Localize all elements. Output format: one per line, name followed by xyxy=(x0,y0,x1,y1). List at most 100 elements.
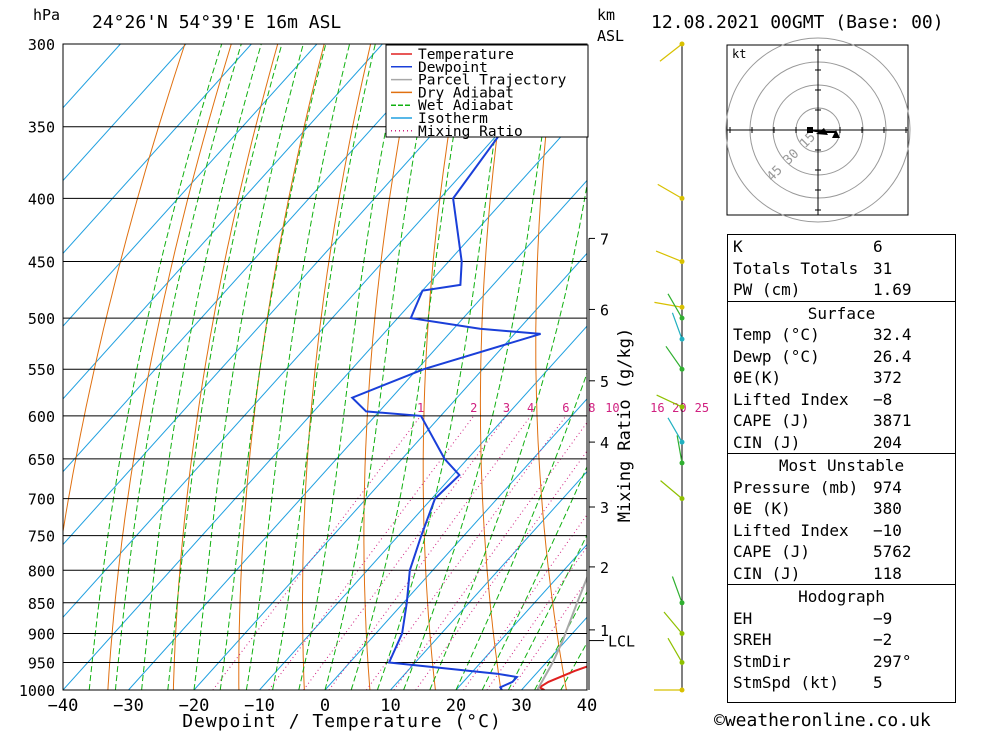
pressure-tick-label: 600 xyxy=(28,408,55,426)
legend-label: Wet Adiabat xyxy=(418,98,514,114)
row-value: 32.4 xyxy=(873,325,912,344)
wind-barb-green xyxy=(676,435,683,464)
mixing-ratio-line xyxy=(212,415,422,690)
asl-label: ASL xyxy=(597,27,625,45)
row-value: −10 xyxy=(873,520,902,540)
pressure-tick-label: 650 xyxy=(28,451,55,469)
wet-adiabat-line xyxy=(219,44,327,690)
wet-adiabat-line xyxy=(376,44,510,690)
wind-barb-point xyxy=(679,315,685,321)
wet-adiabat-line xyxy=(324,44,435,690)
row-value: −2 xyxy=(873,630,893,649)
isotherm-line xyxy=(193,252,587,690)
section-divider xyxy=(728,300,955,302)
isotherm-line xyxy=(63,44,318,327)
legend-label: Temperature xyxy=(418,47,514,63)
x-axis-title: Dewpoint / Temperature (°C) xyxy=(182,711,502,732)
row-label: CIN (J) xyxy=(733,563,801,583)
wet-adiabat-line xyxy=(114,44,242,690)
km-label: km xyxy=(597,6,616,24)
temperature-tick-label: 20 xyxy=(446,696,466,716)
row-value: 380 xyxy=(873,499,902,518)
wind-barb-point xyxy=(679,259,685,265)
row-label: K xyxy=(733,237,743,256)
table-row: CAPE (J) 3871 xyxy=(728,409,955,430)
wind-barb-point xyxy=(679,439,685,445)
isotherm-line xyxy=(128,179,587,690)
wind-barb-point xyxy=(679,687,685,693)
km-tick-label: 2 xyxy=(600,559,609,577)
row-label: StmSpd (kt) xyxy=(733,673,839,692)
wind-barb-lime xyxy=(660,480,683,500)
temperature-tick-label: 10 xyxy=(380,696,400,716)
temperature-tick-label: 40 xyxy=(577,696,597,716)
wet-adiabat-line xyxy=(88,44,223,690)
km-tick-label: 7 xyxy=(600,230,609,248)
isobars xyxy=(63,43,587,691)
row-label: CAPE (J) xyxy=(733,411,811,430)
pressure-tick-label: 450 xyxy=(28,254,55,272)
hodograph-point xyxy=(832,130,840,138)
wind-barb-point xyxy=(679,41,685,47)
pressure-tick-label: 950 xyxy=(28,654,55,672)
wind-barb-yellow xyxy=(659,43,683,62)
wind-barb-green xyxy=(671,576,683,604)
legend-label: Isotherm xyxy=(418,111,488,127)
table-row: Lifted Index −10 xyxy=(728,519,955,540)
datetime-title: 12.08.2021 00GMT (Base: 00) xyxy=(651,12,944,33)
wet-adiabat-line xyxy=(507,533,587,690)
parcel-trajectory-line xyxy=(536,575,587,690)
wet-adiabat-line xyxy=(272,44,376,690)
legend-label: Dry Adiabat xyxy=(418,85,514,101)
table-row: StmDir 297° xyxy=(728,650,955,671)
row-label: Lifted Index xyxy=(733,520,849,540)
row-value: 5 xyxy=(873,673,883,692)
wet-adiabat-line xyxy=(481,465,587,690)
table-row: CIN (J) 204 xyxy=(728,431,955,452)
mixing-ratio-tick-label: 8 xyxy=(588,401,595,415)
isotherm-line xyxy=(324,398,587,690)
temperature-tick-label: 30 xyxy=(511,696,531,716)
wet-adiabat-line xyxy=(455,371,587,690)
wind-barb-point xyxy=(679,659,685,665)
pressure-tick-label: 400 xyxy=(28,190,55,208)
isotherm-line xyxy=(259,325,587,690)
mixing-ratio-tick-label: 6 xyxy=(562,401,569,415)
table-row: SREH −2 xyxy=(728,628,955,649)
table-row: StmSpd (kt) 5 xyxy=(728,671,955,692)
km-tick-label: 1 xyxy=(600,622,609,640)
wind-barb-point xyxy=(679,304,685,310)
sounding-series xyxy=(350,44,587,690)
mixing-ratio-line xyxy=(510,579,587,690)
row-value: 297° xyxy=(873,651,912,671)
hodograph-unit: kt xyxy=(732,47,746,61)
dewpoint-line xyxy=(350,44,567,690)
legend-box xyxy=(385,44,589,138)
wet-adiabat-line xyxy=(167,44,283,690)
mixing-ratio-tick-label: 3 xyxy=(503,401,510,415)
row-label: CAPE (J) xyxy=(733,542,811,561)
section-divider xyxy=(728,584,955,585)
dry-adiabat-line xyxy=(172,44,279,690)
row-value: −8 xyxy=(873,389,893,409)
table-row: CAPE (J) 5762 xyxy=(728,540,955,561)
mixing-ratio-tick-label: 16 xyxy=(650,401,664,415)
wet-adiabat-line xyxy=(429,182,587,690)
isotherm-line xyxy=(63,107,587,690)
isotherm-line xyxy=(63,44,514,546)
hodograph-point xyxy=(807,127,813,133)
km-tick-label: 4 xyxy=(600,434,609,452)
table-row: Lifted Index −8 xyxy=(728,388,955,409)
row-label: SREH xyxy=(733,630,772,649)
mixing-ratio-tick-label: 25 xyxy=(695,401,709,415)
isotherm-line xyxy=(63,44,121,109)
isotherm-line xyxy=(63,44,187,182)
wind-barb-point xyxy=(679,496,685,502)
row-value: 118 xyxy=(873,563,902,583)
row-label: PW (cm) xyxy=(733,280,801,299)
mixing-ratio-tick-label: 2 xyxy=(470,401,477,415)
location-title: 24°26'N 54°39'E 16m ASL xyxy=(92,12,342,33)
